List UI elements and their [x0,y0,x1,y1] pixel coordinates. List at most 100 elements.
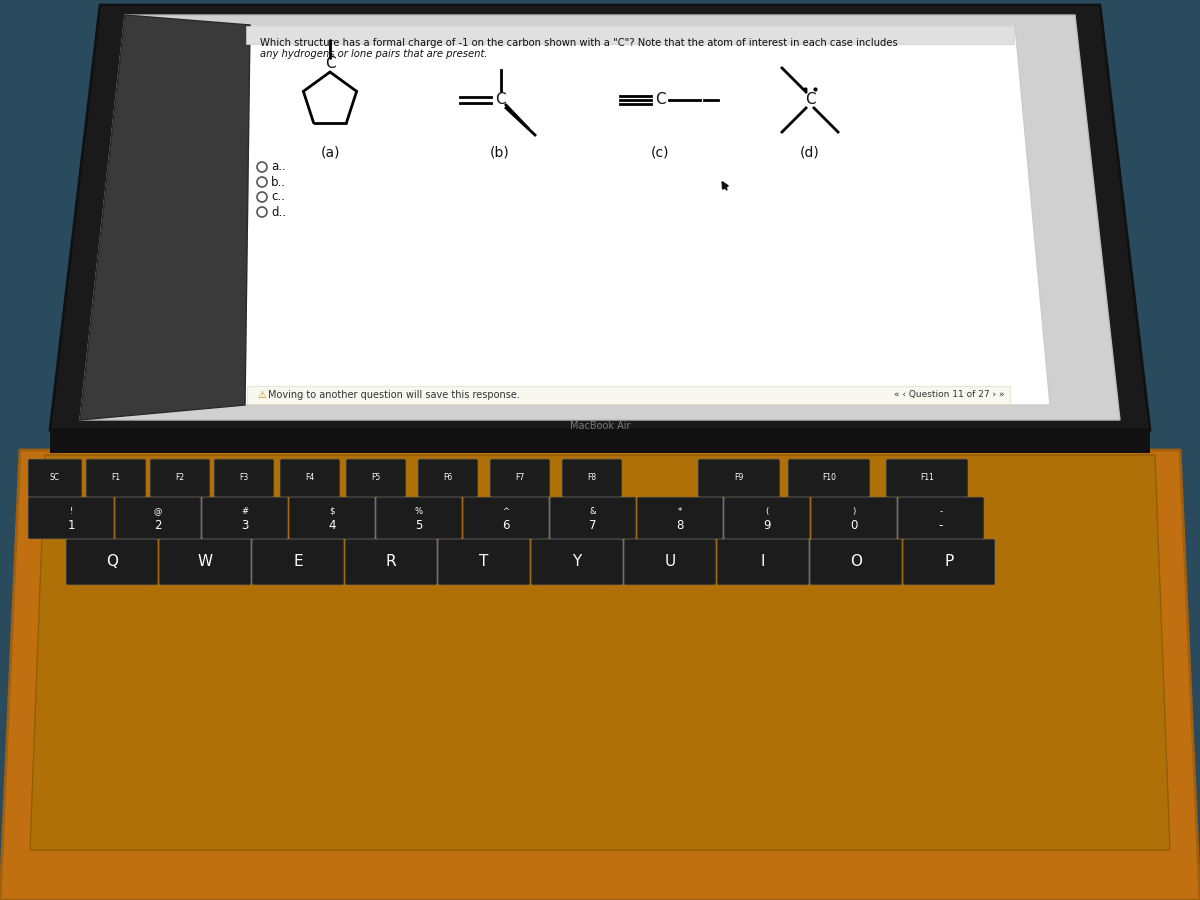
FancyBboxPatch shape [419,460,478,497]
Text: ): ) [852,507,856,516]
FancyBboxPatch shape [115,498,200,538]
FancyBboxPatch shape [215,460,274,497]
Text: (c): (c) [650,145,670,159]
Text: %: % [415,507,424,516]
Text: W: W [198,554,212,570]
FancyBboxPatch shape [624,539,715,584]
FancyBboxPatch shape [29,460,82,497]
Text: -: - [940,507,942,516]
Text: d..: d.. [271,205,286,219]
Text: T: T [479,554,488,570]
Text: F9: F9 [734,473,744,482]
Polygon shape [245,25,1050,405]
FancyBboxPatch shape [725,498,810,538]
Text: F7: F7 [515,473,524,482]
Text: C: C [494,93,505,107]
FancyBboxPatch shape [160,539,251,584]
Text: a..: a.. [271,160,286,174]
FancyBboxPatch shape [247,386,1010,404]
FancyBboxPatch shape [899,498,984,538]
Text: 4: 4 [329,519,336,532]
FancyBboxPatch shape [887,460,967,497]
Text: 9: 9 [763,519,770,532]
Text: F1: F1 [112,473,120,482]
Text: F5: F5 [371,473,380,482]
Text: Moving to another question will save this response.: Moving to another question will save thi… [268,390,520,400]
Text: 8: 8 [677,519,684,532]
FancyBboxPatch shape [252,539,343,584]
FancyBboxPatch shape [346,539,437,584]
FancyBboxPatch shape [66,539,157,584]
FancyBboxPatch shape [563,460,622,497]
Text: Q: Q [106,554,118,570]
FancyBboxPatch shape [347,460,406,497]
Text: C: C [325,56,335,71]
Text: 7: 7 [589,519,596,532]
FancyBboxPatch shape [463,498,548,538]
Text: 3: 3 [241,519,248,532]
Circle shape [257,207,266,217]
Text: F2: F2 [175,473,185,482]
Text: F3: F3 [239,473,248,482]
Polygon shape [80,15,250,420]
Text: b..: b.. [271,176,286,188]
Text: C: C [655,93,665,107]
FancyBboxPatch shape [246,26,1014,44]
Circle shape [257,192,266,202]
Text: any hydrogens or lone pairs that are present.: any hydrogens or lone pairs that are pre… [260,49,487,59]
Text: (: ( [766,507,769,516]
FancyBboxPatch shape [491,460,550,497]
Text: SC: SC [50,473,60,482]
Text: ⚠: ⚠ [258,390,266,400]
Text: &: & [589,507,596,516]
Text: (a): (a) [320,145,340,159]
FancyBboxPatch shape [904,539,995,584]
Text: ^: ^ [503,507,510,516]
FancyBboxPatch shape [438,539,529,584]
FancyBboxPatch shape [551,498,636,538]
FancyBboxPatch shape [203,498,288,538]
Text: 2: 2 [155,519,162,532]
Text: R: R [385,554,396,570]
Text: 1: 1 [67,519,74,532]
Text: I: I [761,554,766,570]
Polygon shape [30,455,1170,850]
Text: O: O [850,554,862,570]
Polygon shape [50,5,1150,430]
Polygon shape [0,450,1200,900]
Text: (b): (b) [490,145,510,159]
Text: @: @ [154,507,162,516]
FancyBboxPatch shape [532,539,623,584]
FancyBboxPatch shape [281,460,340,497]
Text: Y: Y [572,554,582,570]
Text: 5: 5 [415,519,422,532]
Text: 6: 6 [503,519,510,532]
Text: C: C [805,93,815,107]
FancyBboxPatch shape [377,498,462,538]
Text: F4: F4 [305,473,314,482]
FancyBboxPatch shape [289,498,374,538]
Text: (d): (d) [800,145,820,159]
Text: « ‹ Question 11 of 27 › »: « ‹ Question 11 of 27 › » [894,391,1006,400]
Text: 0: 0 [851,519,858,532]
FancyBboxPatch shape [637,498,722,538]
FancyBboxPatch shape [698,460,780,497]
FancyBboxPatch shape [29,498,114,538]
Text: !: ! [70,507,73,516]
FancyBboxPatch shape [86,460,145,497]
Text: $: $ [329,507,335,516]
Text: F6: F6 [443,473,452,482]
FancyBboxPatch shape [788,460,870,497]
Circle shape [257,162,266,172]
Text: Which structure has a formal charge of -1 on the carbon shown with a "C"? Note t: Which structure has a formal charge of -… [260,38,898,48]
Text: #777777: #777777 [596,426,604,427]
Text: F11: F11 [920,473,934,482]
Text: MacBook Air: MacBook Air [570,421,630,431]
FancyBboxPatch shape [150,460,210,497]
Text: U: U [665,554,676,570]
Text: -: - [938,519,943,532]
FancyBboxPatch shape [810,539,901,584]
Text: c..: c.. [271,191,284,203]
FancyBboxPatch shape [811,498,896,538]
FancyBboxPatch shape [718,539,809,584]
